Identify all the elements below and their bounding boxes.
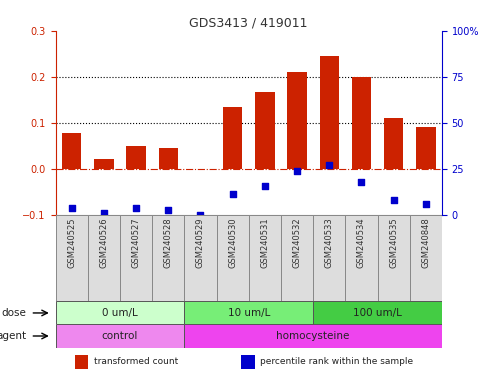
- Point: [100, 210, 108, 216]
- Bar: [158, 148, 178, 169]
- Bar: [127, 146, 146, 169]
- Point: [326, 162, 333, 168]
- Text: GSM240532: GSM240532: [293, 218, 301, 268]
- Bar: [384, 118, 403, 169]
- Bar: [120, 215, 152, 301]
- Bar: [56, 324, 185, 348]
- Point: [422, 200, 430, 207]
- Bar: [249, 215, 281, 301]
- Text: 10 um/L: 10 um/L: [227, 308, 270, 318]
- Bar: [378, 215, 410, 301]
- Text: GSM240528: GSM240528: [164, 218, 173, 268]
- Bar: [185, 301, 313, 324]
- Text: GSM240534: GSM240534: [357, 218, 366, 268]
- Text: GSM240530: GSM240530: [228, 218, 237, 268]
- Bar: [241, 355, 255, 369]
- Bar: [255, 91, 274, 169]
- Text: GSM240531: GSM240531: [260, 218, 270, 268]
- Text: GSM240533: GSM240533: [325, 218, 334, 268]
- Text: GSM240535: GSM240535: [389, 218, 398, 268]
- Bar: [313, 301, 442, 324]
- Point: [357, 179, 365, 185]
- Point: [261, 184, 269, 190]
- Point: [229, 191, 237, 197]
- Point: [197, 212, 204, 218]
- Bar: [216, 215, 249, 301]
- Bar: [352, 77, 371, 169]
- Bar: [88, 215, 120, 301]
- Text: homocysteine: homocysteine: [276, 331, 350, 341]
- Bar: [416, 127, 436, 169]
- Bar: [281, 215, 313, 301]
- Bar: [152, 215, 185, 301]
- Bar: [410, 215, 442, 301]
- Bar: [313, 215, 345, 301]
- Point: [390, 197, 398, 204]
- Title: GDS3413 / 419011: GDS3413 / 419011: [189, 17, 308, 30]
- Bar: [185, 215, 216, 301]
- Bar: [287, 72, 307, 169]
- Text: GSM240525: GSM240525: [67, 218, 76, 268]
- Text: 100 um/L: 100 um/L: [353, 308, 402, 318]
- Text: percentile rank within the sample: percentile rank within the sample: [260, 358, 413, 366]
- Bar: [94, 159, 114, 169]
- Text: GSM240529: GSM240529: [196, 218, 205, 268]
- Point: [293, 168, 301, 174]
- Text: GSM240526: GSM240526: [99, 218, 108, 268]
- Point: [68, 205, 75, 211]
- Bar: [320, 56, 339, 169]
- Bar: [345, 215, 378, 301]
- Bar: [62, 134, 81, 169]
- Bar: [56, 301, 185, 324]
- Bar: [185, 324, 442, 348]
- Point: [164, 207, 172, 214]
- Text: control: control: [102, 331, 138, 341]
- Text: GSM240527: GSM240527: [131, 218, 141, 268]
- Text: 0 um/L: 0 um/L: [102, 308, 138, 318]
- Text: dose: dose: [1, 308, 27, 318]
- Point: [132, 205, 140, 211]
- Bar: [56, 215, 88, 301]
- Text: GSM240848: GSM240848: [421, 218, 430, 268]
- Text: agent: agent: [0, 331, 27, 341]
- Bar: [75, 355, 88, 369]
- Text: transformed count: transformed count: [94, 358, 178, 366]
- Bar: [223, 107, 242, 169]
